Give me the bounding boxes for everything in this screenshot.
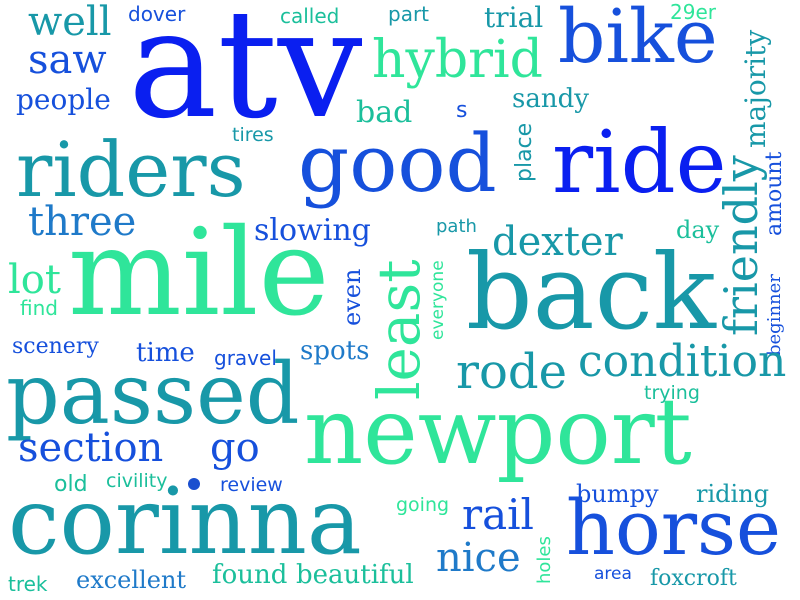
word-rail: rail <box>462 490 534 539</box>
word-three: friendly <box>714 155 768 336</box>
dot-mark <box>188 478 200 490</box>
word-beautiful: beautiful <box>296 560 414 590</box>
word-civility: civility <box>106 470 168 492</box>
word-29er: 29er <box>670 0 716 24</box>
word-find: find <box>20 296 58 320</box>
word-review: review <box>220 474 283 496</box>
word-passed: passed <box>6 345 300 443</box>
word-back: back <box>466 231 716 353</box>
word-ride: ride <box>552 113 727 213</box>
word-well: well <box>28 0 112 45</box>
word-bad: bad <box>356 95 413 130</box>
word-part: part <box>388 2 430 26</box>
word-bumpy: bumpy <box>576 480 659 508</box>
word-atv: atv <box>128 0 363 152</box>
word-area: area <box>594 564 632 584</box>
word-people: people <box>16 83 111 116</box>
word-bike: bike <box>558 0 718 80</box>
word-good: good <box>298 117 497 210</box>
word-day: day <box>676 216 720 244</box>
word-old: old <box>54 472 88 497</box>
word-spots: spots <box>300 336 370 366</box>
word-dexter: dexter <box>492 219 623 265</box>
word-saw: saw <box>28 37 107 83</box>
word-excellent: excellent <box>76 566 187 594</box>
word-foxcroft: foxcroft <box>650 566 737 591</box>
word-everyone: everyone <box>428 260 448 340</box>
word-majority: majority <box>739 29 772 148</box>
word-called: called <box>280 4 340 28</box>
word-slowing: slowing <box>254 213 371 248</box>
word-going: going <box>396 494 450 516</box>
word-path: path <box>436 216 477 237</box>
word-time: time <box>136 338 195 368</box>
word-trying: trying <box>644 382 700 404</box>
word-go: go <box>210 425 260 471</box>
word-section: section <box>18 425 164 471</box>
word-friendly: three <box>28 199 137 245</box>
word-found: found <box>212 560 288 590</box>
word-mile: mile <box>68 204 330 343</box>
word-hybrid: hybrid <box>372 30 543 90</box>
word-gravel: gravel <box>214 346 277 370</box>
word-least: least <box>365 259 433 400</box>
word-trial: trial <box>484 1 544 34</box>
word-scenery: scenery <box>12 334 99 359</box>
word-corinna: corinna <box>8 468 362 575</box>
word-tires: tires <box>232 124 274 146</box>
word-rode: rode <box>456 344 567 400</box>
word-place: place <box>512 122 537 182</box>
word-horse: horse <box>566 483 782 572</box>
word-lot: lot <box>8 257 61 303</box>
word-riding: riding <box>696 480 770 508</box>
word-riders: riders <box>16 125 246 214</box>
word-nice: nice <box>436 535 521 581</box>
word-s: s <box>456 98 468 123</box>
word-dover: dover <box>128 2 186 26</box>
word-trek: trek <box>8 572 48 596</box>
word-condition: condition <box>578 336 787 387</box>
word-amount: amount <box>762 151 787 236</box>
word-holes: holes <box>534 536 555 584</box>
word-even: even <box>338 268 366 326</box>
word-newport: newport <box>304 378 692 485</box>
word-sandy: sandy <box>512 84 589 114</box>
